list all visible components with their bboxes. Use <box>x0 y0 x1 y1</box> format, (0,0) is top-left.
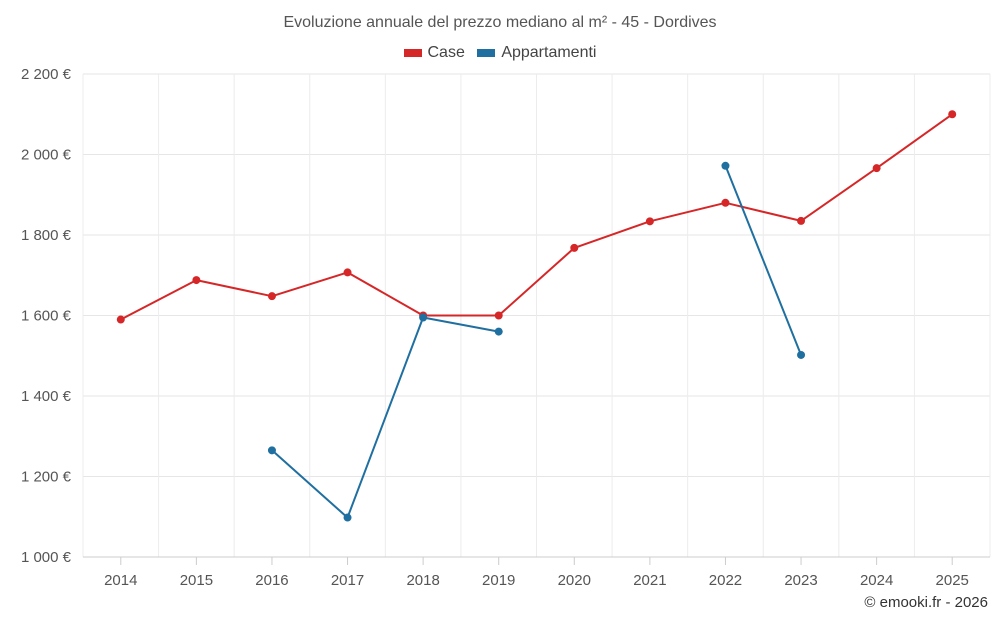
x-tick-label: 2024 <box>860 572 893 589</box>
legend-item-case[interactable]: Case <box>403 44 465 62</box>
y-tick-label: 1 800 € <box>21 227 72 244</box>
data-point-appartamenti-2019 <box>494 327 503 336</box>
data-point-case-2015 <box>192 276 201 285</box>
series-line-appartamenti <box>724 165 802 356</box>
x-tick-label: 2022 <box>709 572 742 589</box>
x-tick-label: 2025 <box>936 572 969 589</box>
y-tick-label: 1 200 € <box>21 469 72 486</box>
x-tick-label: 2014 <box>104 572 137 589</box>
y-tick-label: 1 000 € <box>21 549 72 566</box>
y-tick-label: 2 200 € <box>21 66 72 83</box>
chart-title: Evoluzione annuale del prezzo mediano al… <box>283 14 717 31</box>
y-tick-label: 1 600 € <box>21 308 72 325</box>
legend-label-appartamenti: Appartamenti <box>501 44 597 61</box>
y-tick-label: 2 000 € <box>21 147 72 164</box>
data-point-appartamenti-2022 <box>721 161 730 170</box>
credit-text: © emooki.fr - 2026 <box>864 594 988 611</box>
axes-layer: 1 000 € 1 200 € 1 400 € 1 600 € 1 800 € 2 000… <box>21 66 990 589</box>
x-tick-label: 2023 <box>784 572 817 589</box>
series-layer <box>116 110 957 522</box>
data-point-case-2025 <box>948 110 957 119</box>
data-point-case-2014 <box>116 315 125 324</box>
x-tick-label: 2021 <box>633 572 666 589</box>
data-point-appartamenti-2016 <box>267 446 276 455</box>
data-point-case-2023 <box>797 216 806 225</box>
legend-swatch-case <box>403 49 422 57</box>
x-tick-label: 2018 <box>406 572 439 589</box>
chart-legend: Case Appartamenti <box>0 44 1000 62</box>
series-line-appartamenti <box>271 316 499 519</box>
x-tick-label: 2016 <box>255 572 288 589</box>
x-tick-label: 2019 <box>482 572 515 589</box>
legend-item-appartamenti[interactable]: Appartamenti <box>477 44 596 62</box>
series-line-case <box>120 113 953 321</box>
data-point-case-2021 <box>645 217 654 226</box>
x-tick-label: 2020 <box>558 572 591 589</box>
legend-swatch-appartamenti <box>477 49 496 57</box>
legend-label-case: Case <box>427 44 465 61</box>
data-point-appartamenti-2023 <box>797 350 806 359</box>
data-point-case-2016 <box>267 292 276 301</box>
data-point-case-2019 <box>494 311 503 320</box>
x-tick-label: 2015 <box>180 572 213 589</box>
x-tick-label: 2017 <box>331 572 364 589</box>
data-point-case-2022 <box>721 198 730 207</box>
data-point-appartamenti-2017 <box>343 513 352 522</box>
data-point-appartamenti-2018 <box>419 313 428 322</box>
data-point-case-2020 <box>570 243 579 252</box>
data-point-case-2024 <box>872 164 881 173</box>
data-point-case-2017 <box>343 268 352 277</box>
grid-layer <box>82 73 991 557</box>
y-tick-label: 1 400 € <box>21 388 72 405</box>
